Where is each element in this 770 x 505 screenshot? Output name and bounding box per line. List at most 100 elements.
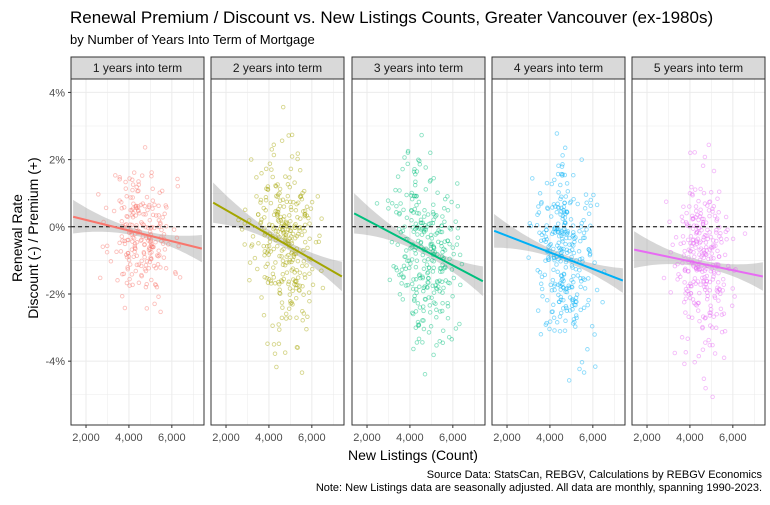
data-point	[135, 189, 140, 194]
x-tick-label: 2,000	[353, 432, 381, 444]
data-point	[416, 157, 421, 163]
data-point	[585, 302, 590, 308]
data-point	[567, 200, 573, 206]
data-point	[688, 150, 693, 156]
data-point	[304, 326, 309, 332]
data-point	[689, 284, 694, 289]
data-point	[581, 235, 586, 241]
data-point	[403, 283, 409, 288]
data-point	[286, 133, 291, 138]
data-point	[685, 269, 691, 274]
data-point	[129, 272, 135, 277]
data-point	[712, 295, 718, 300]
data-point	[691, 240, 696, 246]
data-point	[571, 297, 576, 302]
data-point	[280, 271, 286, 277]
data-point	[295, 258, 301, 264]
data-point	[405, 258, 410, 263]
data-point	[419, 227, 424, 232]
panel-background	[211, 79, 344, 425]
data-point	[437, 309, 443, 314]
data-point	[689, 184, 694, 190]
data-point	[686, 255, 691, 260]
data-point	[279, 227, 285, 232]
data-point	[140, 221, 145, 227]
regression-line	[353, 212, 484, 283]
data-point	[413, 309, 419, 314]
data-point	[564, 229, 569, 235]
data-point	[707, 213, 712, 219]
y-axis: -4% -2% 0% 2% 4%	[45, 87, 71, 368]
data-point	[268, 278, 274, 284]
data-point	[141, 212, 146, 217]
data-point	[552, 204, 558, 209]
data-point	[715, 285, 720, 290]
data-point	[242, 242, 247, 247]
data-point	[680, 219, 685, 224]
data-point	[544, 237, 549, 242]
data-point	[578, 284, 583, 290]
data-point	[564, 308, 570, 314]
data-point	[297, 288, 302, 293]
data-point	[272, 351, 278, 356]
data-point	[579, 359, 585, 365]
data-point	[401, 275, 406, 280]
data-point	[414, 169, 420, 174]
data-point	[716, 254, 722, 259]
data-point	[421, 214, 427, 219]
data-point	[688, 240, 693, 246]
data-point	[258, 219, 264, 225]
data-point	[592, 332, 597, 337]
data-point	[709, 251, 714, 256]
data-point	[453, 219, 458, 224]
data-point	[457, 252, 463, 258]
data-point	[561, 285, 566, 291]
data-point	[117, 175, 122, 180]
data-point	[421, 308, 426, 314]
data-point	[709, 245, 715, 251]
data-point	[696, 198, 701, 204]
data-point	[557, 299, 562, 305]
y-tick-label: -2%	[45, 289, 65, 301]
data-point	[703, 240, 709, 245]
data-point	[447, 225, 453, 231]
data-point	[436, 284, 441, 289]
data-point	[701, 237, 706, 243]
data-point	[700, 269, 705, 274]
data-point	[450, 245, 456, 250]
data-point	[254, 194, 259, 199]
data-point	[432, 249, 438, 255]
data-point	[428, 150, 433, 156]
data-point	[254, 175, 259, 180]
data-point	[440, 262, 445, 267]
data-point	[698, 186, 703, 192]
data-point	[691, 223, 697, 228]
data-point	[697, 267, 702, 272]
data-point	[434, 213, 439, 218]
data-point	[291, 253, 296, 258]
data-point	[147, 246, 153, 252]
data-point	[708, 256, 714, 261]
data-point	[130, 239, 135, 244]
data-point	[414, 193, 419, 199]
data-point	[697, 266, 703, 272]
data-point	[292, 235, 298, 241]
data-point	[420, 340, 425, 345]
data-point	[579, 256, 585, 261]
data-point	[409, 208, 414, 214]
data-point	[560, 239, 565, 244]
data-point	[283, 311, 289, 317]
data-point	[133, 203, 139, 209]
data-point	[705, 293, 710, 299]
x-axis: 2,000 4,000 6,000	[633, 425, 747, 444]
data-point	[289, 154, 295, 159]
data-point	[703, 340, 708, 345]
data-point	[397, 212, 402, 217]
data-point	[418, 239, 424, 245]
data-point	[581, 370, 587, 375]
data-point	[431, 352, 436, 358]
data-point	[290, 266, 296, 271]
data-point	[683, 286, 689, 292]
data-point	[387, 277, 393, 283]
data-point	[563, 259, 569, 265]
